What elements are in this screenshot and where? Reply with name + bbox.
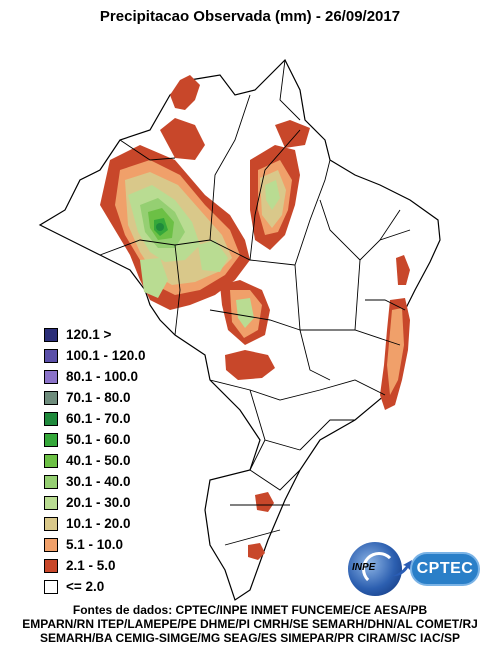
rain-area-orange-4 [387,308,404,395]
inpe-swirl-icon [362,552,396,586]
rain-area-coast-ne [396,255,410,285]
rain-area-lightgreen-3 [265,180,280,210]
legend-item: <= 2.0 [44,576,146,597]
legend-swatch [44,474,58,489]
arrow-icon [392,560,412,577]
rain-area-lightgreen-2 [198,240,228,272]
rain-area-lightgreen-4 [236,298,254,328]
legend-swatch [44,411,58,426]
rain-area-para-north [275,120,310,148]
legend-swatch [44,390,58,405]
legend-swatch [44,327,58,342]
legend-swatch [44,453,58,468]
legend-label: <= 2.0 [66,579,105,594]
legend-item: 20.1 - 30.0 [44,492,146,513]
legend-swatch [44,369,58,384]
rain-area-south-2 [248,543,265,560]
legend-item: 2.1 - 5.0 [44,555,146,576]
data-sources: Fontes de dados: CPTEC/INPE INMET FUNCEM… [0,603,500,645]
rain-area-goias [225,350,275,380]
sources-line: Fontes de dados: CPTEC/INPE INMET FUNCEM… [72,603,428,617]
legend-swatch [44,558,58,573]
legend-label: 100.1 - 120.0 [66,348,146,363]
rain-area-north-strip [160,118,205,160]
sources-line: EMPARN/RN ITEP/LAMEPE/PE DHME/PI CMRH/SE… [22,617,478,631]
legend-swatch [44,432,58,447]
rain-area-south-1 [255,492,274,512]
legend-label: 10.1 - 20.0 [66,516,131,531]
rain-area-lightgreen-5 [140,258,168,298]
legend-label: 120.1 > [66,327,112,342]
legend-label: 50.1 - 60.0 [66,432,131,447]
logos: INPE CPTEC [344,540,484,600]
legend-item: 5.1 - 10.0 [44,534,146,555]
legend-label: 5.1 - 10.0 [66,537,124,552]
rain-area-roraima [170,75,200,110]
legend-label: 60.1 - 70.0 [66,411,131,426]
legend-item: 50.1 - 60.0 [44,429,146,450]
legend-item: 120.1 > [44,324,146,345]
legend-item: 70.1 - 80.0 [44,387,146,408]
cptec-logo: CPTEC [410,552,480,586]
legend-label: 80.1 - 100.0 [66,369,139,384]
legend-swatch [44,537,58,552]
legend-label: 30.1 - 40.0 [66,474,131,489]
map-title: Precipitacao Observada (mm) - 26/09/2017 [99,8,401,25]
legend-item: 40.1 - 50.0 [44,450,146,471]
legend-item: 60.1 - 70.0 [44,408,146,429]
state-borders [99,59,411,546]
legend-label: 20.1 - 30.0 [66,495,131,510]
legend-swatch [44,348,58,363]
legend-swatch [44,579,58,594]
legend-item: 30.1 - 40.0 [44,471,146,492]
inpe-logo-text: INPE [352,562,376,573]
sources-line: SEMARH/BA CEMIG-SIMGE/MG SEAG/ES SIMEPAR… [39,631,461,645]
inpe-logo [348,542,402,596]
legend-label: 70.1 - 80.0 [66,390,131,405]
cptec-logo-text: CPTEC [416,560,474,577]
legend-item: 10.1 - 20.0 [44,513,146,534]
rain-area-green60-1 [156,223,164,231]
legend-item: 80.1 - 100.0 [44,366,146,387]
legend: 120.1 > 100.1 - 120.0 80.1 - 100.0 70.1 … [44,324,146,597]
legend-item: 100.1 - 120.0 [44,345,146,366]
legend-label: 2.1 - 5.0 [66,558,116,573]
legend-label: 40.1 - 50.0 [66,453,131,468]
legend-swatch [44,516,58,531]
legend-swatch [44,495,58,510]
